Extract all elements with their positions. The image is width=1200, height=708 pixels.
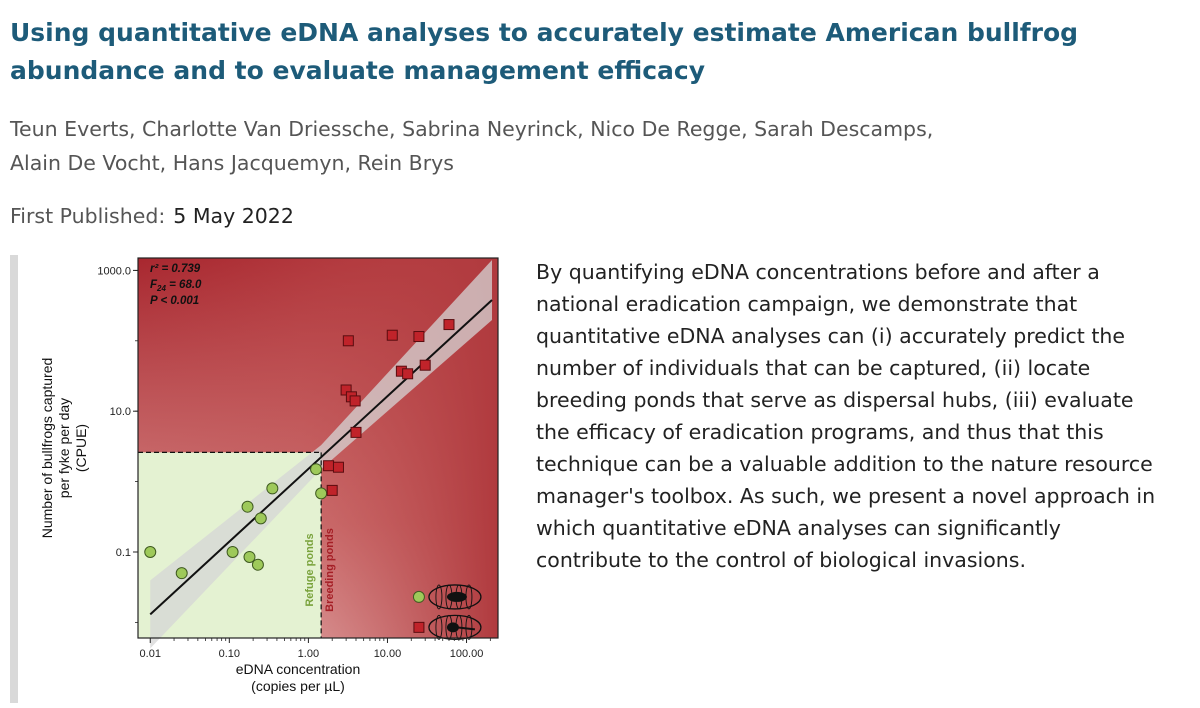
y-axis-label-unit: (CPUE) <box>73 424 89 472</box>
breeding-ponds-label: Breeding ponds <box>324 528 336 612</box>
published-label: First Published: <box>10 204 166 228</box>
data-point-breeding <box>413 621 425 633</box>
author-list: Teun Everts, Charlotte Van Driessche, Sa… <box>10 112 1110 180</box>
data-point-refuge <box>175 567 188 580</box>
data-point-refuge <box>254 512 267 525</box>
bullfrog-icon <box>446 591 467 602</box>
abstract-text: By quantifying eDNA concentrations befor… <box>536 260 1156 572</box>
regression-line <box>149 299 493 616</box>
data-point-breeding <box>349 395 361 407</box>
y-tick-label: 1000.0 <box>97 265 131 277</box>
fyke-trap-icon <box>428 584 482 610</box>
data-point-breeding <box>386 329 398 341</box>
data-point-refuge <box>412 590 425 603</box>
tadpole-tail <box>456 626 476 631</box>
y-tick-label: 10.0 <box>110 406 131 418</box>
author-line: Alain De Vocht, Hans Jacquemyn, Rein Bry… <box>10 151 454 175</box>
x-tick-label: 10.00 <box>374 648 402 660</box>
data-point-breeding <box>413 331 425 343</box>
tadpole-icon <box>446 622 459 633</box>
data-point-refuge <box>144 545 157 558</box>
data-point-breeding <box>443 319 455 331</box>
data-point-breeding <box>350 426 362 438</box>
data-point-refuge <box>315 487 328 500</box>
x-axis-label: eDNA concentration <box>236 661 361 677</box>
data-point-refuge <box>243 550 256 563</box>
publication-date: First Published: 5 May 2022 <box>10 204 294 228</box>
data-point-refuge <box>266 482 279 495</box>
stat-f-value: F24 = 68.0 <box>150 279 202 293</box>
data-point-refuge <box>251 558 264 571</box>
data-point-refuge <box>310 463 323 476</box>
author-line: Teun Everts, Charlotte Van Driessche, Sa… <box>10 117 934 141</box>
y-tick-label: 0.1 <box>116 547 131 559</box>
scatter-chart: 0.01 0.10 1.00 10.00 100.00 0.1 10.0 1000.0 eDNA… <box>39 257 499 694</box>
data-point-refuge <box>241 500 254 513</box>
fyke-trap-ring <box>435 614 443 640</box>
data-point-refuge <box>226 545 239 558</box>
stat-r-squared: r² = 0.739 <box>150 263 201 275</box>
article-title[interactable]: Using quantitative eDNA analyses to accu… <box>10 18 1079 85</box>
stat-p-value: P < 0.001 <box>150 295 199 307</box>
fyke-trap-icon <box>428 614 482 641</box>
data-point-breeding <box>332 461 344 473</box>
data-point-breeding <box>342 335 354 347</box>
data-point-breeding <box>323 460 335 472</box>
y-axis-label: Number of bullfrogs captured <box>39 358 55 539</box>
data-point-breeding <box>402 368 414 380</box>
x-tick-label: 100.00 <box>450 648 484 660</box>
fyke-trap-ring <box>435 584 443 610</box>
x-tick-label: 0.01 <box>140 648 161 660</box>
data-point-breeding <box>326 484 338 496</box>
x-tick-label: 1.00 <box>298 648 319 660</box>
graphical-abstract-figure: 0.01 0.10 1.00 10.00 100.00 0.1 10.0 1000.0 eDNA… <box>10 255 528 703</box>
published-date: 5 May 2022 <box>173 204 294 228</box>
refuge-ponds-label: Refuge ponds <box>304 533 316 606</box>
x-axis-label-unit: (copies per µL) <box>251 678 345 694</box>
y-axis-label-line2: per fyke per day <box>56 398 72 498</box>
fyke-trap-icons <box>428 584 482 641</box>
data-point-breeding <box>419 359 431 371</box>
x-tick-label: 0.10 <box>219 648 240 660</box>
plot-frame <box>137 257 499 639</box>
